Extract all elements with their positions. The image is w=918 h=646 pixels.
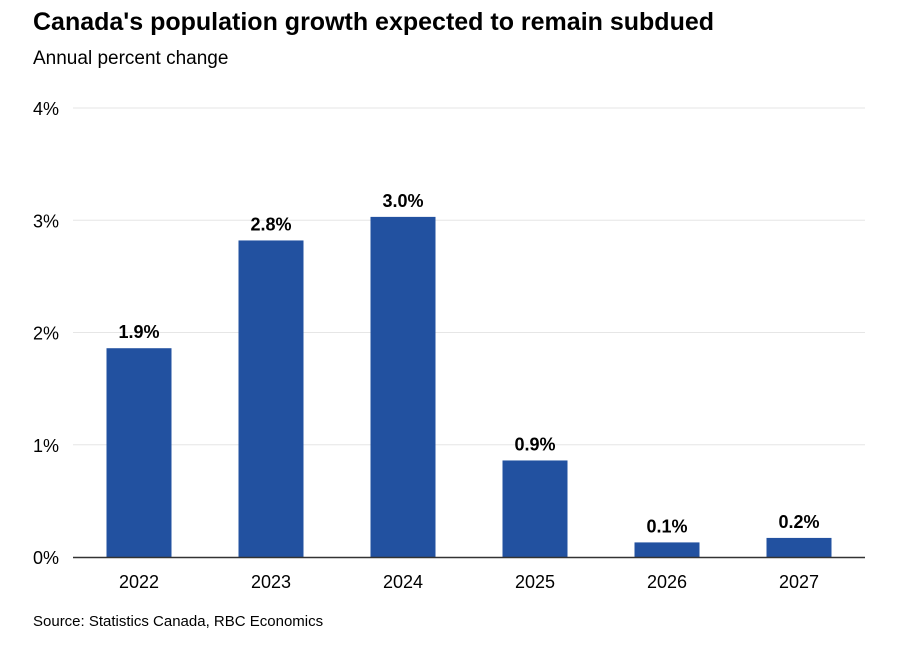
bar	[634, 542, 700, 557]
y-tick-label: 0%	[33, 548, 59, 568]
y-tick-label: 2%	[33, 324, 59, 344]
data-label: 0.2%	[778, 512, 819, 532]
x-tick-label: 2027	[779, 572, 819, 592]
y-tick-label: 4%	[33, 99, 59, 119]
y-tick-label: 1%	[33, 436, 59, 456]
data-label: 0.9%	[514, 434, 555, 454]
data-label: 1.9%	[118, 322, 159, 342]
bar	[766, 537, 832, 557]
chart-source: Source: Statistics Canada, RBC Economics	[33, 613, 324, 630]
x-tick-label: 2026	[647, 572, 687, 592]
x-tick-label: 2024	[383, 572, 423, 592]
chart-title: Canada's population growth expected to r…	[33, 8, 715, 36]
x-tick-label: 2025	[515, 572, 555, 592]
data-label: 3.0%	[382, 191, 423, 211]
bar	[370, 216, 436, 557]
data-label: 2.8%	[250, 214, 291, 234]
y-tick-label: 3%	[33, 211, 59, 231]
chart-subtitle: Annual percent change	[33, 48, 229, 69]
bar	[238, 240, 304, 557]
bar	[106, 348, 172, 557]
data-label: 0.1%	[646, 516, 687, 536]
x-tick-label: 2023	[251, 572, 291, 592]
bar	[502, 460, 568, 557]
x-tick-label: 2022	[119, 572, 159, 592]
